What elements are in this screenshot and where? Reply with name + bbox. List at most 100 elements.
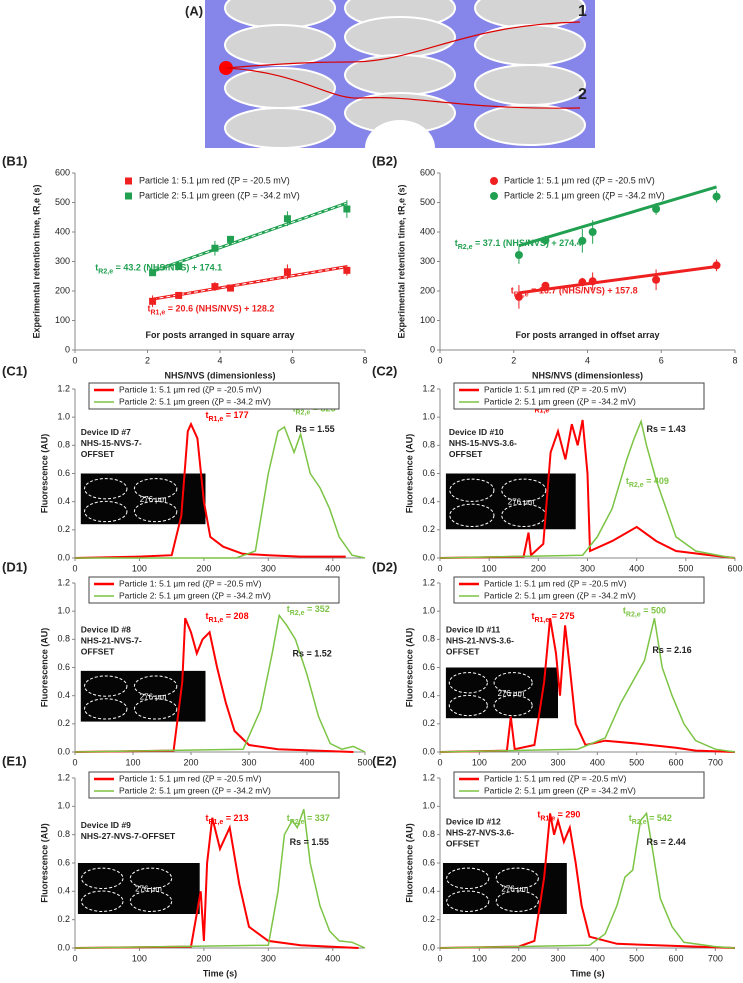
x-axis-title: NHS/NVS (dimensionless) <box>532 370 643 380</box>
peak-label-part: R1,e <box>209 617 224 624</box>
resolution: Rs = 2.16 <box>652 645 691 655</box>
panel-label: (E1) <box>2 753 27 768</box>
device-label: Device ID #7 <box>81 427 131 437</box>
device-label: NHS-21-NVS-3.6- <box>446 636 514 646</box>
y-tick-label: 300 <box>420 256 435 266</box>
peak-label-part: t <box>537 810 540 820</box>
y-tick-label: 0.6 <box>57 662 70 672</box>
point <box>712 261 721 270</box>
panel-label: (B1) <box>2 153 27 168</box>
peak-label-part: t <box>287 604 290 614</box>
x-tick-label: 6 <box>659 355 664 365</box>
x-tick-label: 0 <box>72 563 77 573</box>
peak-label-part: = 208 <box>223 611 248 621</box>
legend-label: Particle 2: 5.1 µm green (ζP = -34.2 mV) <box>139 190 300 200</box>
y-tick-label: 600 <box>55 167 70 177</box>
inset-image <box>77 863 200 914</box>
peak-label: tR1,e = 290 <box>537 810 580 823</box>
peak-label-part: R1,e <box>540 816 555 823</box>
x-tick-label: 600 <box>727 563 742 573</box>
y-tick-label: 1.2 <box>57 577 70 587</box>
peak-label-part: R2,e <box>632 819 647 826</box>
x-tick-label: 500 <box>629 757 644 767</box>
peak-label-part: = 275 <box>549 611 574 621</box>
y-axis-title: Fluorescence (AU) <box>404 823 414 903</box>
legend-marker <box>490 192 498 200</box>
note: For posts arranged in offset array <box>515 330 659 340</box>
x-tick-label: 100 <box>132 563 147 573</box>
peak-label: tR2,e = 337 <box>287 813 330 826</box>
x-tick-label: 300 <box>241 757 256 767</box>
y-tick-label: 0.2 <box>422 718 435 728</box>
peak-label-part: = 213 <box>223 813 248 823</box>
legend-label: Particle 1: 5.1 µm red (ζP = -20.5 mV) <box>119 384 262 394</box>
fit-label-part: t <box>511 286 514 296</box>
point <box>588 277 597 286</box>
fit-label-part: R2,e <box>98 269 113 276</box>
trace <box>439 618 736 753</box>
device-label: OFFSET <box>81 647 115 657</box>
device-label: Device ID #8 <box>81 625 131 635</box>
panel-label: (A) <box>185 3 203 18</box>
panel-label: (C2) <box>372 363 397 378</box>
point <box>652 204 661 213</box>
x-tick-label: 600 <box>668 953 683 963</box>
device-label: Device ID #11 <box>446 625 501 635</box>
peak-label-part: t <box>287 813 290 823</box>
y-tick-label: 500 <box>420 197 435 207</box>
peak-label: tR1,e = 275 <box>531 611 574 624</box>
inset-post <box>446 867 490 889</box>
inset-post <box>81 867 124 889</box>
y-tick-label: 1.0 <box>57 801 70 811</box>
y-tick-label: 0.4 <box>57 886 70 896</box>
legend-box <box>453 771 705 799</box>
point <box>343 266 351 274</box>
x-tick-label: 200 <box>196 953 211 963</box>
fit-label-part: R1,e <box>151 310 166 317</box>
y-tick-label: 200 <box>55 285 70 295</box>
x-tick-label: 100 <box>482 563 497 573</box>
trace <box>74 613 366 753</box>
resolution: Rs = 1.43 <box>647 424 686 434</box>
inset-post <box>129 867 173 889</box>
x-tick-label: 0 <box>72 953 77 963</box>
y-tick-label: 0.4 <box>57 496 70 506</box>
y-tick-label: 0.6 <box>422 662 435 672</box>
panel-label: (E2) <box>372 753 397 768</box>
trace <box>439 418 736 559</box>
panel-label: (C1) <box>2 363 27 378</box>
peak-label: tR1,e = 177 <box>206 410 249 423</box>
x-tick-label: 2 <box>511 355 516 365</box>
trace <box>74 817 359 949</box>
inset-post <box>495 890 539 912</box>
y-tick-label: 0.0 <box>57 942 70 952</box>
x-tick-label: 200 <box>511 757 526 767</box>
y-tick-label: 0.0 <box>57 552 70 562</box>
trace <box>439 419 736 559</box>
x-tick-label: 0 <box>72 757 77 767</box>
peak-label: tR2,e = 352 <box>287 604 330 617</box>
device-label: OFFSET <box>446 647 480 657</box>
peak-label-part: t <box>626 476 629 486</box>
y-tick-label: 1.0 <box>422 606 435 616</box>
resolution: Rs = 1.55 <box>290 837 329 847</box>
resolution: Rs = 1.52 <box>293 648 332 658</box>
inset-post <box>133 478 178 500</box>
inset-post <box>84 675 128 697</box>
inset-post <box>81 890 124 912</box>
x-tick-label: 500 <box>357 757 372 767</box>
y-tick-label: 0.8 <box>57 634 70 644</box>
peak-label-part: R1,e <box>209 819 224 826</box>
x-tick-label: 0 <box>437 355 442 365</box>
y-tick-label: 1.2 <box>57 772 70 782</box>
inset-scale: 276 µm <box>501 885 528 894</box>
x-axis-title: NHS/NVS (dimensionless) <box>164 370 275 380</box>
y-tick-label: 100 <box>55 315 70 325</box>
peak-label-part: R2,e <box>629 482 644 489</box>
fit-label: tR1,e = 20.6 (NHS/NVS) + 128.2 <box>148 304 275 317</box>
y-tick-label: 1.2 <box>422 577 435 587</box>
x-tick-label: 6 <box>290 355 295 365</box>
y-tick-label: 0.2 <box>57 524 70 534</box>
panel-a: (A) 1 2 <box>185 0 595 149</box>
fit-dash <box>152 266 347 300</box>
